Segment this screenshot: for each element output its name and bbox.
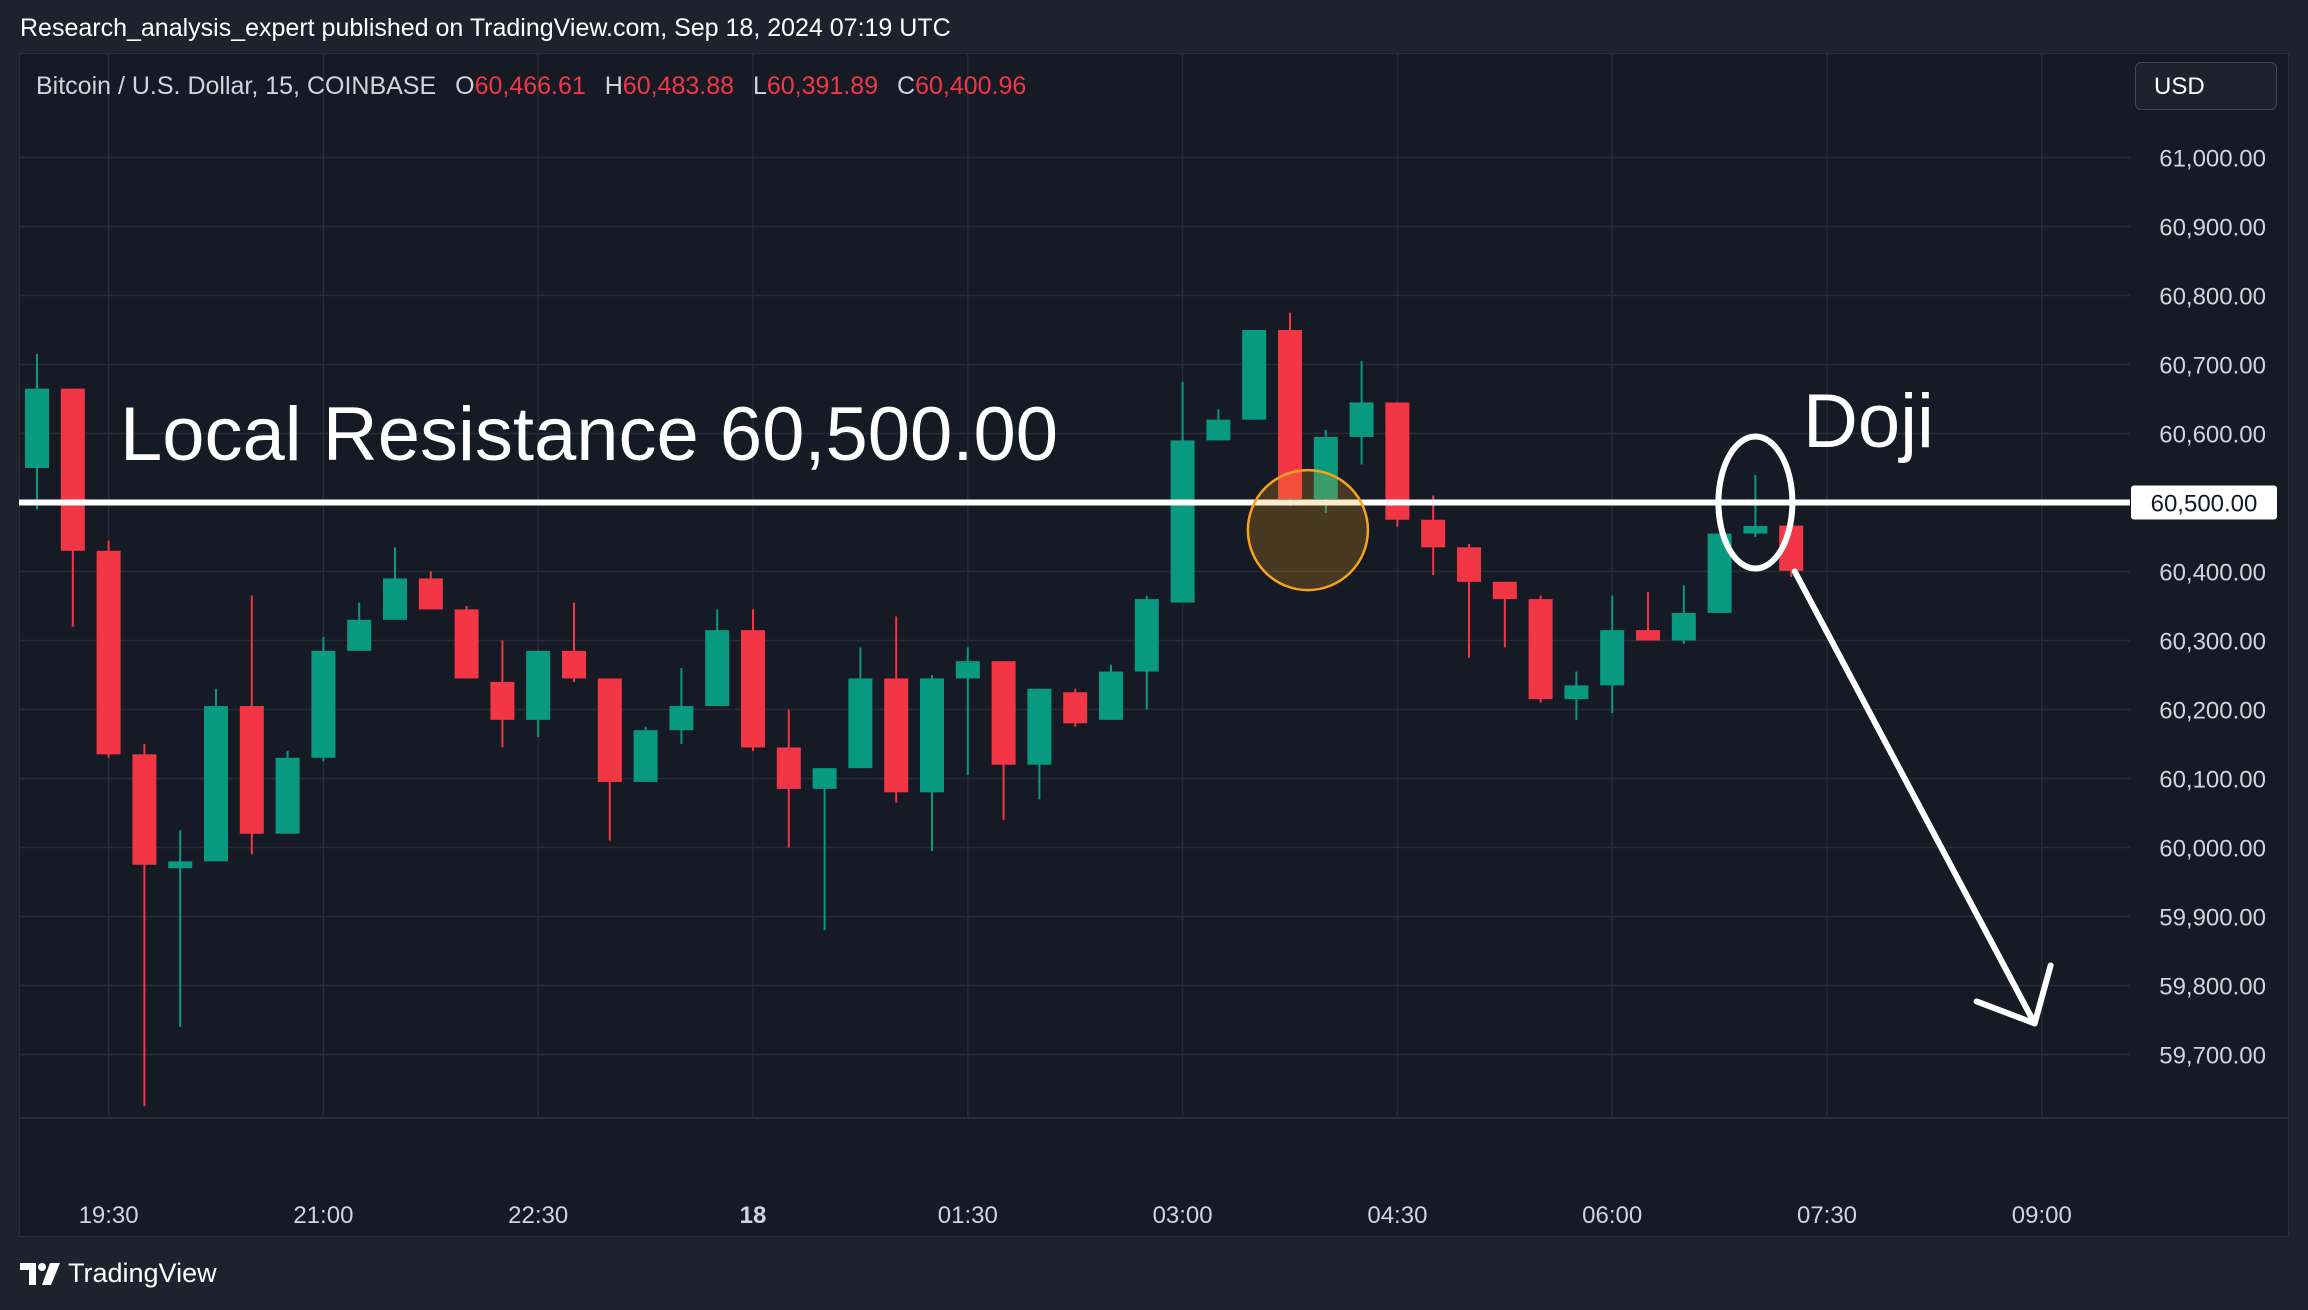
candle-body-up [1099,671,1123,720]
candle-body-up [347,619,372,651]
candle-body-down [1528,599,1553,700]
candle-body-up [812,768,837,789]
candle-body-up [1027,688,1052,765]
price-tick-label: 60,000.00 [2159,836,2266,863]
candle-body-up [633,730,658,782]
grid-layer [19,53,2130,1118]
candle-body-down [132,754,157,865]
time-tick-label: 18 [740,1202,767,1229]
candle-body-up [920,678,944,793]
candle-body-up [1600,630,1625,686]
candle-body-down [1492,581,1517,600]
candle-body-down [1063,692,1088,724]
time-tick-label: 21:00 [293,1202,353,1229]
candle-body-up [383,578,407,620]
candle-body-up [1313,436,1338,500]
candle-body-down [96,550,121,755]
high-value: 60,483.88 [622,72,735,100]
candle-layer [25,312,1804,1107]
candle-body-up [1134,599,1159,672]
resistance-label: Local Resistance 60,500.00 [120,392,1058,477]
candle-body-down [418,578,443,610]
candle-body-up [1170,440,1195,603]
candle-body-down [1457,547,1481,582]
brand-name: TradingView [68,1258,217,1288]
price-tick-label: 60,400.00 [2159,560,2266,587]
price-tick-label: 59,800.00 [2159,974,2266,1001]
candle-body-up [848,678,873,769]
candle-body-up [705,630,730,707]
candle-body-up [669,706,694,731]
attribution-text: Research_analysis_expert published on Tr… [20,14,951,42]
candle-body-up [1743,525,1768,534]
low-label: L [752,72,767,100]
candle-body-up [1206,419,1231,441]
resistance-price-tag [2131,485,2277,520]
price-tick-label: 60,100.00 [2159,767,2266,794]
candle-body-down [1421,519,1446,548]
high-label: H [604,72,623,100]
time-tick-label: 22:30 [508,1202,568,1229]
close-label: C [897,72,916,100]
time-tick-label: 19:30 [79,1202,139,1229]
trend-arrow-shaft [1791,568,2038,1027]
price-tick-label: 60,600.00 [2159,422,2266,449]
price-tick-label: 59,700.00 [2159,1043,2266,1070]
candle-body-down [991,661,1016,765]
candle-body-down [490,681,515,720]
candle-body-down [1636,630,1660,641]
close-value: 60,400.96 [915,72,1027,100]
candle-body-up [275,757,300,834]
price-tick-label: 60,300.00 [2159,629,2266,656]
time-tick-label: 06:00 [1582,1202,1642,1229]
price-tick-label: 60,700.00 [2159,353,2266,380]
time-tick-label: 09:00 [2012,1202,2072,1229]
candle-body-down [562,650,586,679]
candle-body-down [239,706,264,834]
candle-body-up [25,388,49,468]
time-tick-label: 03:00 [1153,1202,1213,1229]
price-tick-label: 60,200.00 [2159,698,2266,725]
candle-body-down [454,609,479,679]
candle-body-up [1671,612,1696,641]
open-label: O [455,72,475,100]
axis-layer: 61,000.00 60,900.00 60,800.00 60,700.00 60,6… [79,146,2266,1230]
highlight-circle [1246,468,1370,592]
resistance-price-label: 60,500.00 [2151,491,2258,518]
symbol-legend: Bitcoin / U.S. Dollar, 15, COINBASE O60,… [36,72,1026,101]
tradingview-brand[interactable]: TradingView [20,1258,217,1289]
time-tick-label: 04:30 [1367,1202,1427,1229]
low-value: 60,391.89 [766,72,879,100]
tradingview-logo-icon [20,1262,60,1285]
doji-label: Doji [1803,379,1934,464]
price-tick-label: 59,900.00 [2159,905,2266,932]
time-tick-label: 01:30 [938,1202,998,1229]
candle-body-down [741,630,765,748]
candle-body-up [1242,330,1267,420]
candle-body-down [60,388,85,551]
candle-body-up [168,861,193,869]
candle-body-down [884,678,909,793]
price-tick-label: 61,000.00 [2159,146,2266,173]
trend-arrow-head [1973,962,2054,1027]
candle-body-up [204,706,228,862]
candle-body-down [776,747,801,789]
currency-button[interactable]: USD [2135,62,2277,110]
candle-body-up [955,661,980,679]
candle-body-down [597,678,622,782]
candle-body-up [526,650,551,720]
doji-ellipse [1715,433,1796,572]
annotation-layer: Local Resistance 60,500.00 60,500.00 Doji [19,379,2277,1027]
candle-body-up [1564,685,1589,700]
candle-body-up [1349,402,1374,437]
price-tick-label: 60,900.00 [2159,215,2266,242]
time-tick-label: 07:30 [1797,1202,1857,1229]
open-value: 60,466.61 [474,72,586,100]
price-tick-label: 60,800.00 [2159,284,2266,311]
symbol-name: Bitcoin / U.S. Dollar, 15, COINBASE [36,72,437,100]
candle-body-up [311,650,336,758]
